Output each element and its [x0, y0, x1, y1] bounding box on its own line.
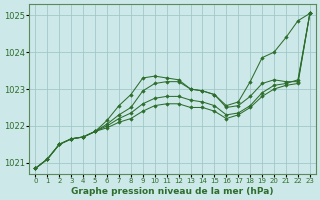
- X-axis label: Graphe pression niveau de la mer (hPa): Graphe pression niveau de la mer (hPa): [71, 187, 274, 196]
